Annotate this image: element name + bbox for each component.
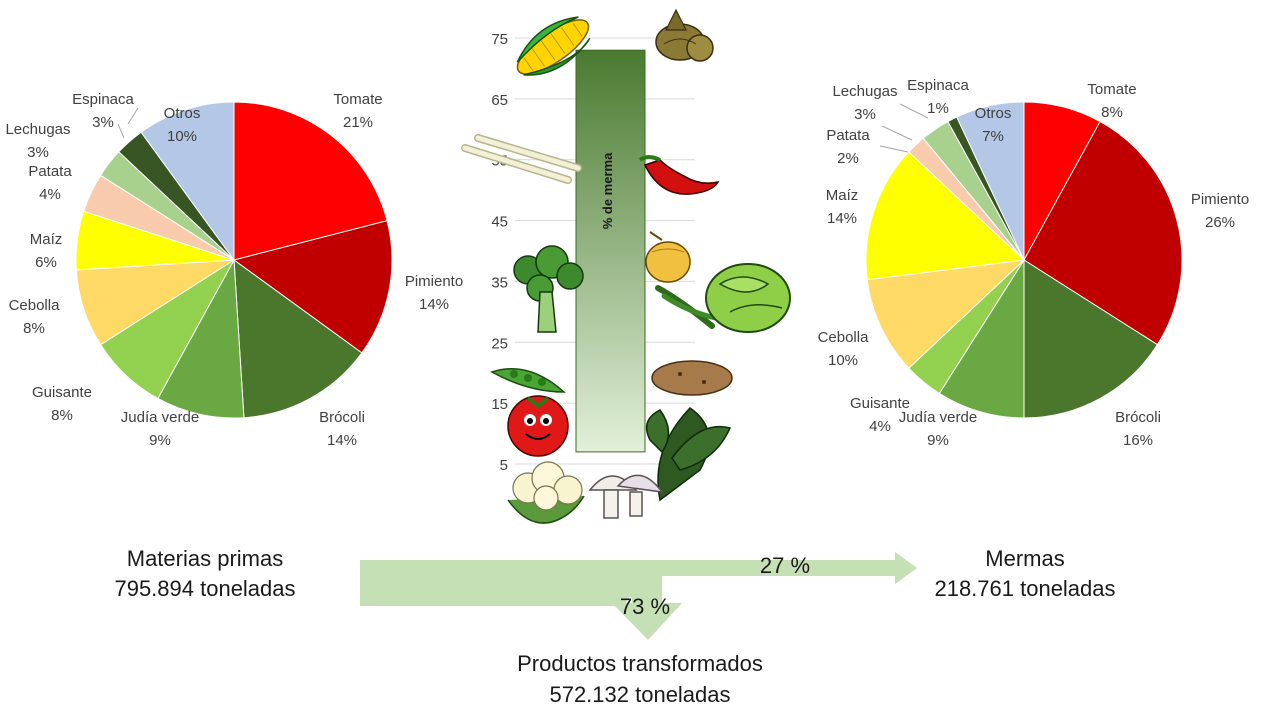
potato-icon: [651, 360, 733, 396]
productos-amount: 572.132 toneladas: [549, 682, 730, 707]
pie-label-mermas-maiz: Maíz: [826, 187, 859, 204]
pie-label-mermas-patata: Patata: [826, 127, 870, 144]
pie-label-materias-otros: Otros: [164, 105, 201, 122]
pie-value-mermas-judia-verde: 9%: [927, 432, 949, 449]
chili-pepper-icon: [638, 155, 720, 195]
leader-line-materias-lechugas: [117, 123, 125, 139]
pie-slice-mermas-judia-verde: [938, 258, 1025, 419]
materias-amount: 795.894 toneladas: [114, 576, 295, 601]
pie-label-mermas-otros: Otros: [975, 105, 1012, 122]
y-tick-65: 65: [491, 92, 508, 109]
pie-value-mermas-patata: 2%: [837, 150, 859, 167]
pie-chart-materias-primas: Tomate 21% Pimiento 14% Brócoli 14% Judía verd…: [5, 91, 463, 449]
mermas-percent: 27 %: [760, 553, 810, 578]
pie-slice-mermas-pimiento: [1023, 120, 1183, 346]
pie-slice-mermas-brocoli: [1023, 259, 1159, 419]
pie-label-materias-maiz: Maíz: [30, 231, 63, 248]
pie-label-materias-tomate: Tomate: [333, 91, 382, 108]
y-tick-35: 35: [491, 274, 508, 291]
pie-label-mermas-lechugas: Lechugas: [832, 83, 897, 100]
pie-label-materias-patata: Patata: [28, 163, 72, 180]
pie-label-materias-guisante: Guisante: [32, 384, 92, 401]
corn-icon: [516, 16, 591, 76]
leader-line-mermas-patata: [879, 145, 909, 153]
y-tick-25: 25: [491, 335, 508, 352]
lettuce-icon: [705, 263, 791, 333]
pie-chart-mermas: Tomate 8% Pimiento 26% Brócoli 16% Judía verde…: [818, 77, 1250, 449]
pie-value-materias-espinaca: 3%: [92, 114, 114, 131]
asparagus-icon: [461, 134, 582, 184]
y-tick-5: 5: [500, 457, 508, 474]
green-beans-icon: [655, 285, 719, 329]
pie-value-mermas-cebolla: 10%: [828, 352, 858, 369]
pie-value-materias-otros: 10%: [167, 128, 197, 145]
pie-slice-mermas-cebolla: [866, 259, 1026, 369]
pie-label-mermas-pimiento: Pimiento: [1191, 191, 1249, 208]
mushrooms-icon: [588, 474, 664, 519]
flow-arrows: [360, 552, 917, 640]
pie-slice-materias-brocoli: [233, 258, 363, 419]
cauliflower-icon: [507, 461, 585, 524]
pie-value-materias-brocoli: 14%: [327, 432, 357, 449]
onion-icon: [645, 231, 691, 283]
pie-value-mermas-tomate: 8%: [1101, 104, 1123, 121]
pie-value-mermas-guisante: 4%: [869, 418, 891, 435]
pie-label-materias-judia-verde: Judía verde: [121, 409, 199, 426]
pie-slice-materias-tomate: [233, 101, 388, 261]
pie-value-mermas-pimiento: 26%: [1205, 214, 1235, 231]
pie-value-mermas-maiz: 14%: [827, 210, 857, 227]
pie-label-mermas-espinaca: Espinaca: [907, 77, 969, 94]
leader-line-mermas-espinaca: [899, 103, 929, 119]
pie-label-mermas-judia-verde: Judía verde: [899, 409, 977, 426]
materias-title: Materias primas: [127, 546, 283, 571]
pie-label-mermas-brocoli: Brócoli: [1115, 409, 1161, 426]
y-tick-15: 15: [491, 396, 508, 413]
pie-label-materias-espinaca: Espinaca: [72, 91, 134, 108]
productos-title: Productos transformados: [517, 651, 763, 676]
pie-value-materias-pimiento: 14%: [419, 296, 449, 313]
pie-label-materias-lechugas: Lechugas: [5, 121, 70, 138]
pie-label-materias-pimiento: Pimiento: [405, 273, 463, 290]
pie-value-mermas-espinaca: 1%: [927, 100, 949, 117]
merma-range-bar: [575, 49, 646, 453]
leader-line-mermas-lechugas: [881, 125, 913, 141]
merma-axis-label: % de merma: [600, 152, 615, 229]
pie-value-materias-lechugas: 3%: [27, 144, 49, 161]
pie-value-mermas-lechugas: 3%: [854, 106, 876, 123]
flow-arrow-shape: [360, 552, 917, 640]
pie-label-mermas-tomate: Tomate: [1087, 81, 1136, 98]
productos-percent: 73 %: [620, 594, 670, 619]
pie-value-mermas-otros: 7%: [982, 128, 1004, 145]
pie-value-materias-patata: 4%: [39, 186, 61, 203]
leader-line-materias-espinaca: [127, 107, 139, 125]
tomato-icon: [507, 395, 569, 457]
pie-slice-materias-pimiento: [232, 220, 393, 354]
pea-pod-icon: [490, 368, 566, 393]
pie-label-materias-cebolla: Cebolla: [9, 297, 61, 314]
pie-label-mermas-cebolla: Cebolla: [818, 329, 870, 346]
pie-value-materias-cebolla: 8%: [23, 320, 45, 337]
pie-value-materias-maiz: 6%: [35, 254, 57, 271]
pie-value-materias-guisante: 8%: [51, 407, 73, 424]
broccoli-icon: [513, 245, 584, 333]
pie-value-materias-judia-verde: 9%: [149, 432, 171, 449]
pie-slice-materias-otros: [140, 101, 235, 262]
pie-value-mermas-brocoli: 16%: [1123, 432, 1153, 449]
pie-slice-mermas-otros: [956, 101, 1025, 261]
pie-slice-mermas-maiz: [865, 151, 1026, 281]
pie-value-materias-tomate: 21%: [343, 114, 373, 131]
pie-label-materias-brocoli: Brócoli: [319, 409, 365, 426]
y-tick-45: 45: [491, 214, 508, 231]
mermas-amount: 218.761 toneladas: [934, 576, 1115, 601]
pie-slice-materias-judia-verde: [157, 258, 245, 419]
y-tick-75: 75: [491, 31, 508, 48]
artichoke-icon: [655, 8, 714, 62]
mermas-title: Mermas: [985, 546, 1064, 571]
spinach-icon: [645, 407, 732, 502]
pie-label-mermas-guisante: Guisante: [850, 395, 910, 412]
